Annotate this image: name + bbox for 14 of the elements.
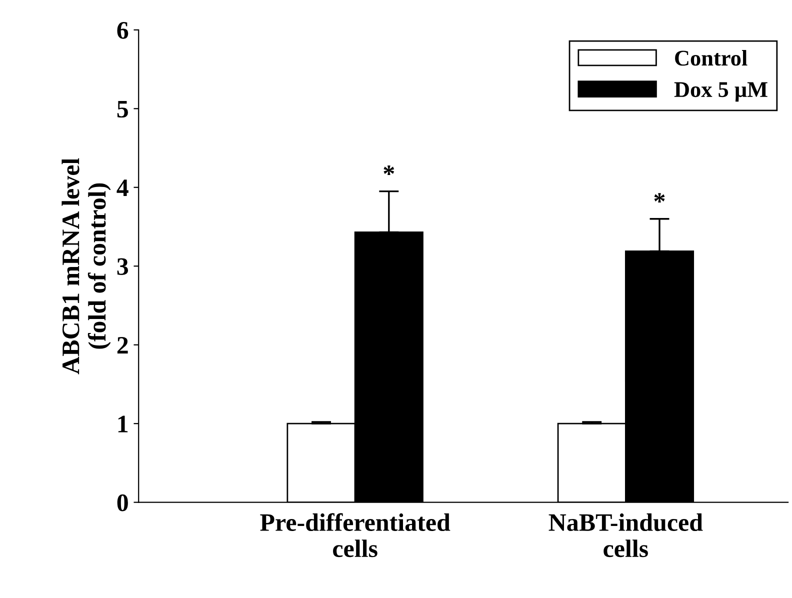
y-tick-label: 3: [117, 258, 128, 276]
y-tick-label: 4: [116, 180, 128, 196]
x-tick-label: Pre-differentiated cells: [260, 513, 450, 558]
y-axis-title: ABCB1 mRNA level (fold of control): [62, 158, 111, 374]
y-tick-label: 5: [117, 100, 128, 118]
y-tick-label: 1: [118, 416, 128, 432]
annotation: *: [384, 166, 394, 175]
y-tick-label: 0: [117, 494, 128, 512]
x-tick-label: NaBT-induced cells: [548, 513, 703, 558]
legend-label: Dox 5 μM: [674, 82, 768, 102]
y-tick-label: 2: [117, 336, 128, 354]
y-tick-label: 6: [117, 22, 128, 39]
legend-label: Control: [675, 50, 748, 66]
annotation: *: [654, 193, 665, 203]
